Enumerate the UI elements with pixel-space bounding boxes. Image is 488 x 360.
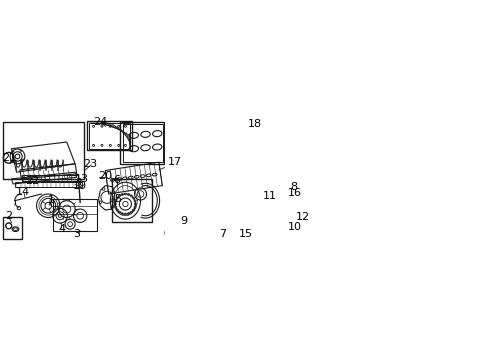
Text: 14: 14	[16, 187, 30, 197]
Text: 3: 3	[73, 229, 80, 239]
Text: 21: 21	[1, 153, 16, 163]
Text: 23: 23	[83, 159, 97, 169]
Text: 2: 2	[5, 211, 12, 221]
Bar	[112, 179, 152, 222]
Text: 20: 20	[98, 171, 112, 181]
Text: 11: 11	[262, 191, 276, 201]
Text: 4: 4	[58, 224, 65, 234]
Text: 7: 7	[219, 229, 226, 239]
Text: 19: 19	[73, 181, 87, 190]
Text: 8: 8	[290, 181, 297, 192]
Bar	[122, 124, 163, 162]
Text: 10: 10	[287, 222, 301, 232]
Bar	[15, 182, 81, 187]
Text: 22: 22	[25, 176, 39, 185]
Text: 1: 1	[48, 195, 55, 205]
Bar	[21, 175, 79, 181]
Bar	[3, 122, 83, 179]
Bar	[88, 123, 130, 149]
Text: 24: 24	[93, 117, 107, 127]
Bar	[183, 201, 269, 207]
Text: 5: 5	[114, 194, 122, 204]
Bar	[53, 199, 97, 231]
Bar	[221, 192, 242, 209]
Text: 13: 13	[75, 174, 89, 184]
Bar	[269, 197, 292, 211]
Bar	[120, 122, 163, 164]
Text: 9: 9	[180, 216, 187, 226]
Text: 15: 15	[239, 229, 253, 239]
Bar	[3, 217, 21, 239]
Text: 18: 18	[247, 118, 261, 129]
Bar	[87, 121, 132, 150]
Text: 6: 6	[113, 175, 120, 185]
Bar	[183, 206, 269, 234]
Text: 17: 17	[167, 157, 182, 167]
Text: 16: 16	[287, 188, 301, 198]
Text: 12: 12	[295, 212, 309, 222]
